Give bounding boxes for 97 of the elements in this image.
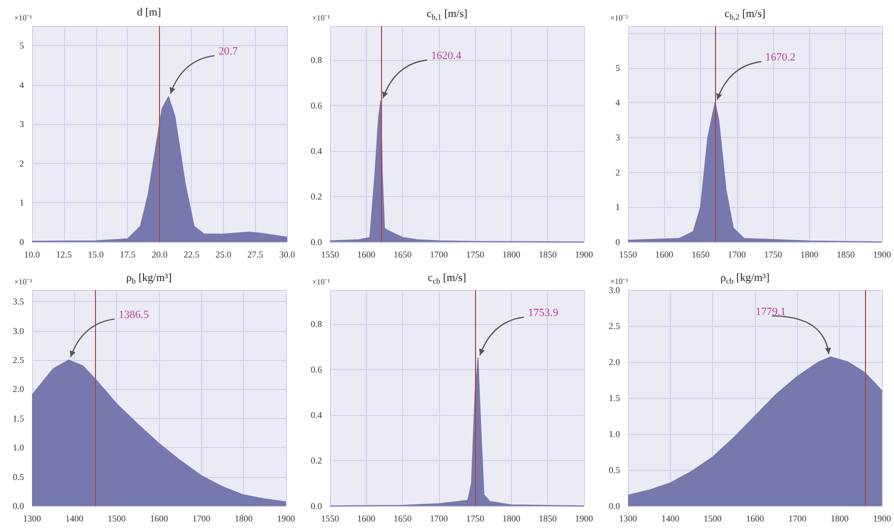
y-tick-label: 0.0 [310, 237, 322, 247]
y-tick-label: 2 [616, 167, 620, 178]
x-tick-label: 1800 [830, 514, 850, 524]
y-tick-label: 3 [616, 132, 620, 142]
x-tick-label: 1500 [704, 514, 722, 524]
y-tick-label: 1.5 [608, 393, 620, 403]
y-tick-label: 4 [616, 98, 620, 108]
y-axis-title: ×10⁻² [610, 14, 629, 22]
y-tick-label: 0.0 [310, 501, 322, 511]
x-tick-label: 1300 [619, 514, 638, 524]
y-tick-label: 3.5 [12, 296, 24, 307]
x-tick-label: 1600 [655, 250, 674, 260]
y-tick-label: 1.0 [608, 429, 620, 439]
y-axis-title: ×10⁻¹ [14, 14, 33, 22]
x-tick-label: 1900 [873, 514, 892, 524]
x-tick-label: 1800 [234, 514, 254, 524]
x-tick-label: 1800 [800, 250, 819, 260]
x-tick-label: 1800 [502, 514, 521, 524]
y-tick-label: 2 [20, 158, 24, 168]
x-tick-label: 1750 [764, 250, 783, 260]
x-tick-label: 1600 [150, 514, 168, 524]
x-tick-label: 1900 [277, 514, 296, 524]
annotation: 1779.1 [756, 306, 786, 318]
y-tick-label: 2.5 [12, 355, 24, 366]
x-tick-label: 1850 [538, 250, 558, 260]
annotation: 1620.4 [431, 50, 462, 62]
x-tick-label: 1700 [430, 250, 448, 260]
y-axis-title: ×10⁻³ [14, 278, 33, 286]
x-tick-label: 12.5 [56, 250, 72, 260]
x-tick-label: 20.0 [152, 250, 168, 260]
y-tick-label: 1.0 [12, 442, 24, 453]
y-tick-label: 2.0 [12, 384, 24, 394]
y-tick-label: 2.0 [608, 357, 620, 367]
y-tick-label: 0.0 [608, 501, 620, 511]
x-tick-label: 25.0 [215, 250, 232, 260]
y-tick-label: 0.4 [310, 146, 322, 156]
x-tick-label: 1550 [321, 514, 340, 524]
annotation: 1670.2 [765, 52, 796, 64]
y-tick-label: 3 [20, 119, 24, 130]
x-tick-label: 1750 [466, 514, 485, 524]
x-tick-label: 1850 [836, 250, 856, 260]
x-tick-label: 1550 [619, 250, 638, 260]
y-tick-label: 0.2 [310, 456, 322, 466]
x-tick-label: 17.5 [120, 250, 136, 260]
x-tick-label: 1400 [661, 514, 680, 524]
x-tick-label: 1600 [357, 514, 376, 524]
y-tick-label: 0.6 [310, 364, 322, 375]
x-tick-label: 27.5 [247, 250, 264, 260]
x-tick-label: 1500 [108, 514, 126, 524]
y-tick-label: 0 [20, 237, 24, 247]
x-tick-label: 30.0 [279, 250, 296, 260]
y-tick-label: 0.5 [608, 465, 620, 475]
x-tick-label: 1650 [394, 514, 412, 524]
x-tick-label: 15.0 [88, 250, 104, 260]
y-tick-label: 5 [616, 62, 620, 73]
x-tick-label: 1650 [692, 250, 710, 260]
y-tick-label: 0.8 [310, 319, 322, 330]
y-tick-label: 0.0 [12, 501, 24, 511]
x-tick-label: 1800 [502, 250, 521, 260]
x-tick-label: 1900 [575, 250, 594, 260]
x-tick-label: 1900 [873, 250, 892, 260]
y-tick-label: 3.0 [12, 326, 24, 336]
x-tick-label: 22.5 [184, 250, 200, 260]
y-tick-label: 0 [616, 237, 620, 247]
y-axis-title: ×10⁻³ [610, 277, 629, 286]
y-tick-label: 5 [20, 40, 24, 51]
y-tick-label: 1 [20, 198, 24, 208]
x-tick-label: 1300 [23, 514, 42, 524]
x-tick-label: 1600 [357, 250, 376, 260]
x-tick-label: 1850 [538, 514, 558, 524]
x-tick-label: 1400 [65, 514, 84, 524]
y-axis-title: ×10⁻¹ [312, 278, 331, 286]
x-tick-label: 1700 [430, 514, 448, 524]
x-tick-label: 1550 [321, 250, 340, 260]
y-tick-label: 0.5 [12, 472, 24, 482]
y-tick-label: 0.6 [310, 100, 322, 111]
y-tick-label: 4 [20, 80, 24, 90]
y-tick-label: 3.0 [608, 285, 620, 295]
x-tick-label: 1700 [192, 514, 211, 524]
y-tick-label: 1.5 [12, 413, 24, 424]
y-axis-title: ×10⁻¹ [312, 14, 331, 22]
x-tick-label: 1600 [746, 514, 764, 524]
annotation: 1753.9 [528, 307, 559, 320]
y-tick-label: 2.5 [608, 321, 620, 331]
annotation: 1386.5 [118, 309, 150, 322]
y-tick-label: 1 [616, 202, 620, 212]
x-tick-label: 1650 [394, 250, 412, 260]
x-tick-label: 1700 [728, 250, 746, 260]
x-tick-label: 1750 [466, 250, 485, 260]
y-tick-label: 0.8 [310, 55, 322, 66]
x-tick-label: 1900 [575, 514, 594, 524]
y-tick-label: 0.4 [310, 410, 322, 420]
x-tick-label: 1700 [788, 514, 807, 524]
y-tick-label: 0.2 [310, 192, 322, 202]
x-tick-label: 10.0 [24, 250, 40, 260]
annotation: 20.7 [218, 46, 238, 58]
chart-title: d [m] [136, 6, 162, 18]
